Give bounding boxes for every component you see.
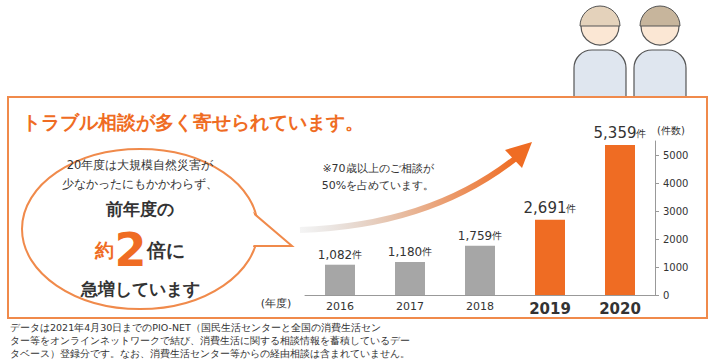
svg-text:20年度は大規模自然災害が: 20年度は大規模自然災害が: [67, 158, 215, 172]
svg-text:件: 件: [566, 203, 576, 214]
svg-text:件: 件: [352, 249, 362, 260]
svg-text:少なかったにもかかわらず、: 少なかったにもかかわらず、: [62, 177, 218, 191]
svg-text:トラブル相談が多く寄せられています。: トラブル相談が多く寄せられています。: [22, 111, 364, 133]
svg-text:2020: 2020: [599, 300, 641, 318]
svg-text:1,082: 1,082: [318, 248, 352, 262]
svg-text:0: 0: [663, 290, 669, 301]
svg-text:2: 2: [114, 223, 146, 277]
svg-text:2,691: 2,691: [524, 199, 567, 217]
svg-text:3000: 3000: [663, 206, 688, 217]
svg-text:前年度の: 前年度の: [105, 199, 174, 219]
svg-text:データは2021年4月30日までのPIO-NET（国民生活セ: データは2021年4月30日までのPIO-NET（国民生活センターと全国の消費生…: [10, 322, 381, 333]
svg-text:5000: 5000: [663, 150, 688, 161]
svg-text:1000: 1000: [663, 262, 688, 273]
svg-text:2000: 2000: [663, 234, 688, 245]
svg-text:タベース）登録分です。なお、消費生活センター等からの経由相談: タベース）登録分です。なお、消費生活センター等からの経由相談は含まれていません。: [10, 348, 410, 359]
svg-text:2019: 2019: [529, 300, 571, 318]
svg-text:5,359: 5,359: [594, 124, 637, 142]
svg-text:※70歳以上のご相談が: ※70歳以上のご相談が: [322, 162, 434, 175]
svg-text:50%を占めています。: 50%を占めています。: [322, 179, 434, 192]
svg-text:1,180: 1,180: [388, 245, 422, 259]
svg-text:件: 件: [422, 246, 432, 257]
svg-text:急増しています: 急増しています: [80, 279, 200, 299]
svg-text:ター等をオンラインネットワークで結び、消費生活に関する相談情: ター等をオンラインネットワークで結び、消費生活に関する相談情報を蓄積しているデー: [10, 335, 410, 346]
svg-text:2018: 2018: [466, 300, 494, 313]
svg-text:約: 約: [94, 239, 114, 261]
svg-text:(件数): (件数): [657, 125, 685, 136]
svg-text:1,759: 1,759: [458, 229, 492, 243]
svg-text:4000: 4000: [663, 178, 688, 189]
svg-text:2017: 2017: [396, 300, 424, 313]
svg-text:件: 件: [492, 230, 502, 241]
svg-text:2016: 2016: [326, 300, 354, 313]
svg-text:倍に: 倍に: [146, 239, 185, 261]
svg-text:(年度): (年度): [261, 297, 292, 310]
svg-text:件: 件: [636, 128, 646, 139]
